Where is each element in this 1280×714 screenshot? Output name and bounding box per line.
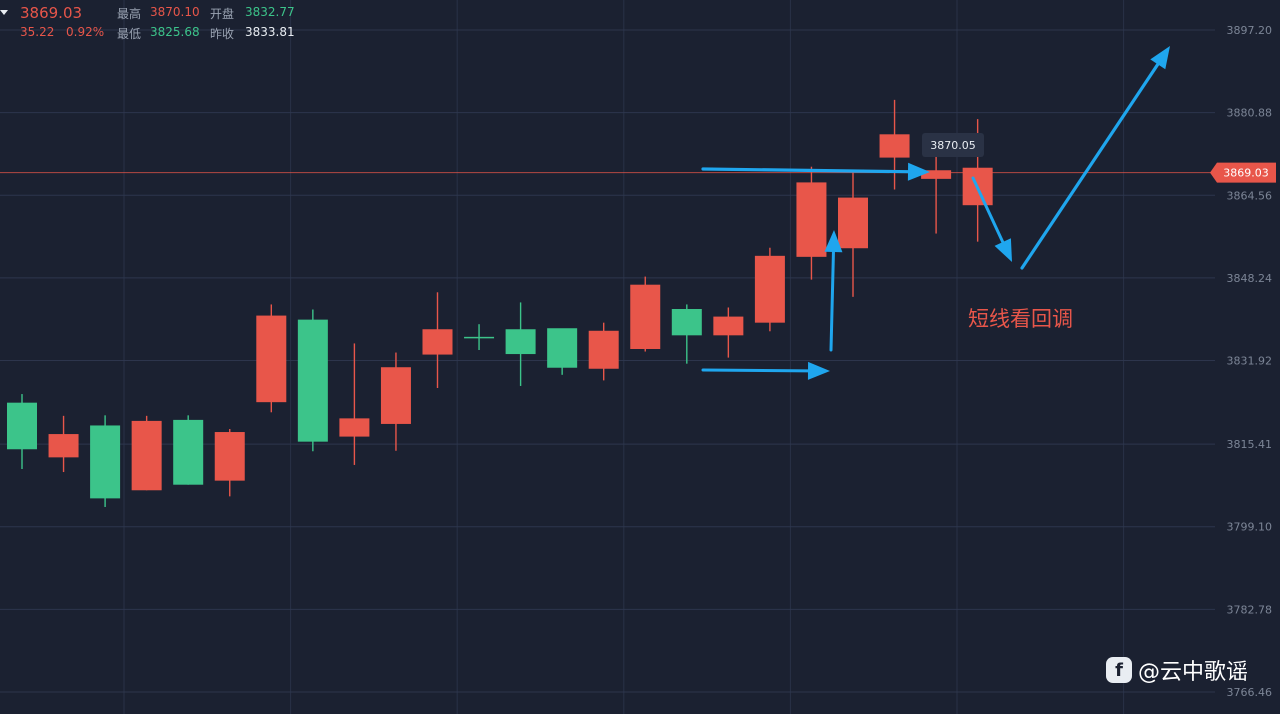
candle-body xyxy=(588,330,619,369)
candle xyxy=(214,429,245,497)
y-tick-label: 3782.78 xyxy=(1227,603,1273,616)
price-tooltip-box xyxy=(922,133,984,157)
price-change-pct: 0.92% xyxy=(66,25,105,39)
candle xyxy=(422,292,453,388)
y-tick-label: 3799.10 xyxy=(1227,521,1273,534)
candle xyxy=(464,324,495,351)
candle-body xyxy=(7,402,37,450)
annotation-text: 短线看回调 xyxy=(968,307,1073,331)
trend-arrow-shaft xyxy=(701,368,810,373)
y-tick-label: 3864.56 xyxy=(1227,189,1273,202)
last-price: 3869.03 xyxy=(20,4,83,22)
candle-layer xyxy=(7,99,993,507)
candle xyxy=(7,394,37,470)
candle-body xyxy=(48,434,79,458)
candle xyxy=(48,415,79,473)
candle-body xyxy=(214,432,245,481)
high-value: 3870.10 xyxy=(150,5,200,19)
candle xyxy=(505,302,536,386)
candle-body xyxy=(505,329,536,355)
trend-arrow-shaft xyxy=(971,176,1005,244)
watermark-text: @云中歌谣 xyxy=(1138,660,1249,685)
current-price-tag xyxy=(1210,162,1276,183)
candle xyxy=(90,415,121,507)
candle-body xyxy=(671,308,702,336)
candle xyxy=(630,276,661,352)
candle-body xyxy=(921,170,952,179)
candle xyxy=(297,309,328,452)
price-change: 35.22 xyxy=(20,25,55,39)
candle-body xyxy=(297,319,328,442)
candle xyxy=(879,99,910,190)
candle xyxy=(547,328,578,375)
candle-body xyxy=(796,182,827,257)
trend-arrow-head xyxy=(1150,46,1170,70)
y-tick-label: 3831.92 xyxy=(1227,355,1273,368)
candle-body xyxy=(547,328,578,368)
current-price-tag-text: 3869.03 xyxy=(1223,167,1269,180)
trend-arrow-head xyxy=(824,230,843,253)
candle-body xyxy=(173,419,204,485)
open-label: 开盘 xyxy=(210,7,235,21)
y-tick-label: 3897.20 xyxy=(1227,24,1273,37)
candle-body xyxy=(754,255,785,323)
candle xyxy=(173,415,204,485)
watermark: f @云中歌谣 xyxy=(1106,652,1248,688)
axis-layer: 3897.20 3880.88 3864.56 3848.24 3831.92 3815.… xyxy=(1210,24,1276,699)
low-label: 最低 xyxy=(117,27,142,41)
candle xyxy=(713,307,744,358)
candle xyxy=(921,154,952,234)
grid-layer xyxy=(0,0,1215,714)
candle xyxy=(754,247,785,332)
trend-arrow-shaft xyxy=(1020,62,1160,270)
dropdown-caret-icon[interactable] xyxy=(0,10,8,15)
y-tick-label: 3880.88 xyxy=(1227,107,1273,120)
trend-arrow-head xyxy=(807,361,830,380)
high-label: 最高 xyxy=(117,7,142,21)
candle xyxy=(838,171,868,297)
y-tick-label: 3848.24 xyxy=(1227,272,1273,285)
y-tick-label: 3766.46 xyxy=(1227,686,1273,699)
candle xyxy=(671,304,702,364)
candle-body xyxy=(464,336,495,339)
trend-arrow-shaft xyxy=(829,250,835,352)
candle-body xyxy=(713,316,744,336)
candle xyxy=(796,166,827,280)
trend-arrow-shaft xyxy=(701,167,910,174)
candle-body xyxy=(630,284,661,349)
low-value: 3825.68 xyxy=(150,25,200,39)
annotation-layer: 3870.05 短线看回调 xyxy=(701,46,1170,380)
candle-body xyxy=(422,329,453,355)
y-tick-label: 3815.41 xyxy=(1227,438,1273,451)
candle-body xyxy=(131,420,162,491)
prev-close-label: 昨收 xyxy=(210,27,235,41)
candle-body xyxy=(339,418,370,437)
trend-arrow-head xyxy=(994,238,1012,262)
candle xyxy=(380,352,411,451)
candle xyxy=(131,415,162,491)
open-value: 3832.77 xyxy=(245,5,295,19)
candle-body xyxy=(380,367,411,424)
candle-body xyxy=(879,134,910,158)
logo-icon: f xyxy=(1106,657,1132,683)
price-tooltip-text: 3870.05 xyxy=(930,139,976,152)
candle xyxy=(256,304,287,413)
trend-arrow-head xyxy=(907,162,930,181)
prev-close-value: 3833.81 xyxy=(245,25,295,39)
candle-body xyxy=(838,197,868,249)
candle xyxy=(588,322,619,381)
candle-body xyxy=(90,425,121,499)
candle xyxy=(339,343,370,465)
candle-body xyxy=(256,315,287,403)
